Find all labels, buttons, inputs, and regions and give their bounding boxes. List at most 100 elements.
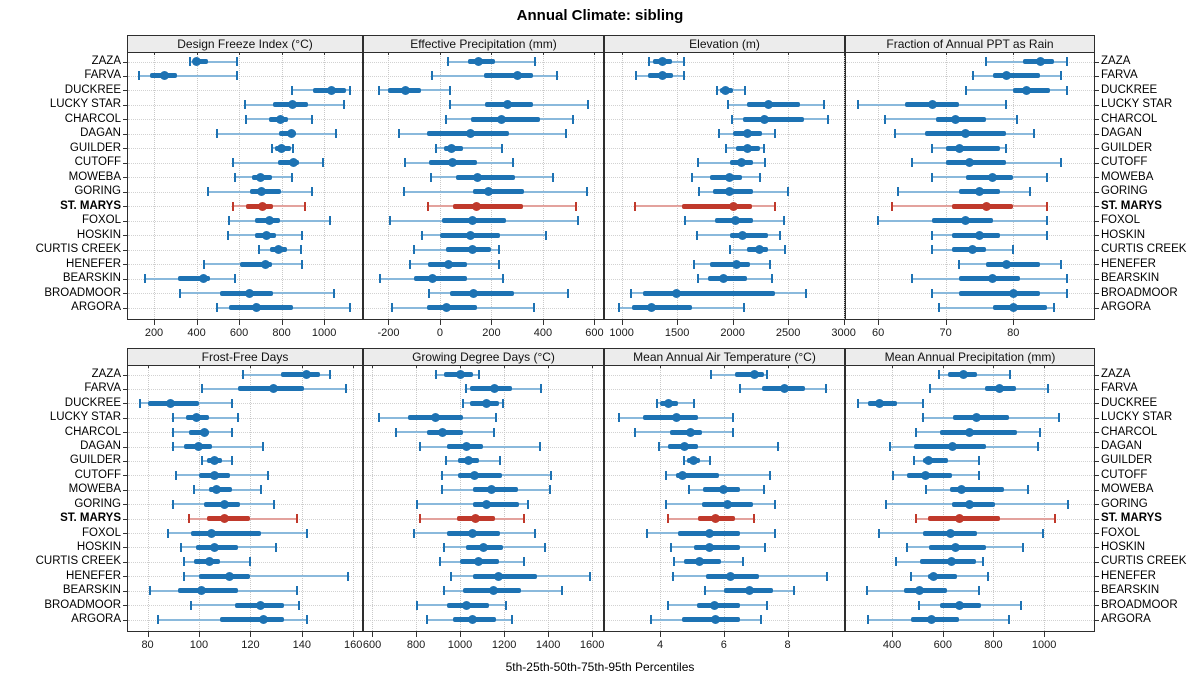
whisker-cap-low: [617, 303, 620, 312]
median-dot: [995, 384, 1005, 394]
interquartile-bar: [178, 588, 238, 594]
whisker-cap-low: [291, 85, 294, 95]
x-axis-tick-top: [843, 52, 845, 55]
whisker-cap-high: [1005, 143, 1008, 153]
median-dot: [742, 143, 752, 153]
x-tick-label: -200: [377, 327, 400, 339]
x-axis-tick: [732, 320, 734, 325]
interquartile-bar: [453, 203, 524, 209]
whisker-cap-low: [227, 230, 230, 240]
interquartile-bar: [992, 305, 1048, 310]
whisker-cap-high: [1059, 158, 1062, 168]
whisker-cap-low: [728, 245, 731, 255]
x-axis-tick: [1044, 632, 1046, 637]
median-dot: [981, 201, 991, 211]
median-dot: [705, 528, 715, 538]
whisker-cap-high: [295, 586, 298, 596]
station-label-right: FARVA: [1101, 69, 1138, 82]
panel-plot-area: [127, 365, 363, 632]
gridline-horizontal: [846, 75, 1094, 77]
x-axis-tick-top: [154, 52, 155, 55]
whisker-cap-low: [174, 470, 177, 480]
whisker-cap-low: [431, 71, 434, 81]
station-label-right: CUTOFF: [1101, 468, 1148, 481]
whisker-cap-low: [910, 158, 913, 168]
median-dot: [204, 557, 214, 567]
station-label-left: HENEFER: [66, 569, 121, 582]
station-label-left: DAGAN: [80, 127, 121, 140]
station-label-left: CUTOFF: [74, 468, 121, 481]
median-dot: [924, 456, 934, 466]
whisker-cap-high: [1036, 442, 1039, 452]
median-dot: [724, 172, 734, 182]
whisker-cap-low: [200, 384, 203, 394]
whisker-cap-high: [348, 303, 351, 312]
gridline-vertical: [281, 53, 283, 319]
median-dot: [512, 71, 522, 81]
x-tick-label: 800: [406, 639, 426, 651]
x-tick-label: 6: [720, 639, 727, 651]
interquartile-bar: [935, 116, 987, 122]
whisker-cap-high: [449, 85, 452, 95]
x-tick-label: 600: [585, 327, 604, 339]
x-tick-label: 600: [933, 639, 952, 651]
whisker-cap-low: [202, 259, 205, 269]
interquartile-bar: [903, 588, 947, 594]
whisker-cap-low: [906, 542, 909, 552]
percentile-range-line: [173, 445, 264, 448]
station-label-left: ZAZA: [91, 55, 121, 67]
median-dot: [947, 557, 957, 567]
x-axis-tick-top: [732, 52, 734, 55]
station-label-right: CURTIS CREEK: [1101, 555, 1187, 568]
y-axis-tick-left: [123, 90, 127, 92]
station-label-right: DUCKREE: [1101, 396, 1158, 409]
x-tick-label: 1400: [535, 639, 561, 651]
station-label-right: ST. MARYS: [1101, 512, 1162, 525]
gridline-horizontal: [128, 460, 362, 462]
y-axis-tick-left: [123, 119, 127, 121]
whisker-cap-high: [295, 514, 298, 524]
whisker-cap-low: [397, 129, 400, 139]
gridline-vertical: [660, 366, 662, 631]
median-dot: [481, 398, 491, 408]
axis-caption: 5th-25th-50th-75th-95th Percentiles: [505, 660, 695, 674]
whisker-cap-high: [575, 201, 578, 211]
median-dot: [199, 427, 209, 437]
whisker-cap-low: [442, 586, 445, 596]
median-dot: [262, 230, 272, 240]
median-dot: [469, 470, 479, 480]
interquartile-bar: [643, 290, 775, 296]
x-axis-tick-top: [594, 52, 596, 55]
station-label-right: BROADMOOR: [1101, 286, 1178, 299]
median-dot: [722, 499, 732, 509]
whisker-cap-high: [311, 114, 314, 124]
y-axis-tick-right: [1095, 590, 1099, 592]
median-dot: [721, 85, 731, 95]
whisker-cap-high: [275, 542, 278, 552]
whisker-cap-high: [1021, 542, 1024, 552]
whisker-cap-low: [738, 384, 741, 394]
whisker-cap-low: [167, 528, 170, 538]
x-axis-tick-top: [621, 52, 623, 55]
whisker-cap-low: [931, 172, 934, 182]
x-tick-label: 70: [939, 327, 952, 339]
median-dot: [1008, 303, 1018, 312]
median-dot: [671, 413, 681, 423]
whisker-cap-low: [915, 427, 918, 437]
gridline-horizontal: [605, 249, 844, 251]
whisker-cap-high: [982, 557, 985, 567]
whisker-cap-low: [233, 172, 236, 182]
x-tick-label: 2500: [775, 327, 801, 339]
median-dot: [467, 216, 477, 226]
whisker-cap-high: [987, 571, 990, 581]
y-axis-tick-right: [1095, 119, 1099, 121]
whisker-cap-high: [522, 514, 525, 524]
percentile-range-line: [658, 445, 779, 448]
whisker-cap-high: [1059, 259, 1062, 269]
median-dot: [207, 528, 217, 538]
y-axis-tick-left: [123, 518, 127, 520]
station-label-right: ARGORA: [1101, 613, 1151, 625]
whisker-cap-high: [769, 470, 772, 480]
whisker-cap-low: [245, 114, 248, 124]
y-axis-tick-left: [123, 475, 127, 477]
